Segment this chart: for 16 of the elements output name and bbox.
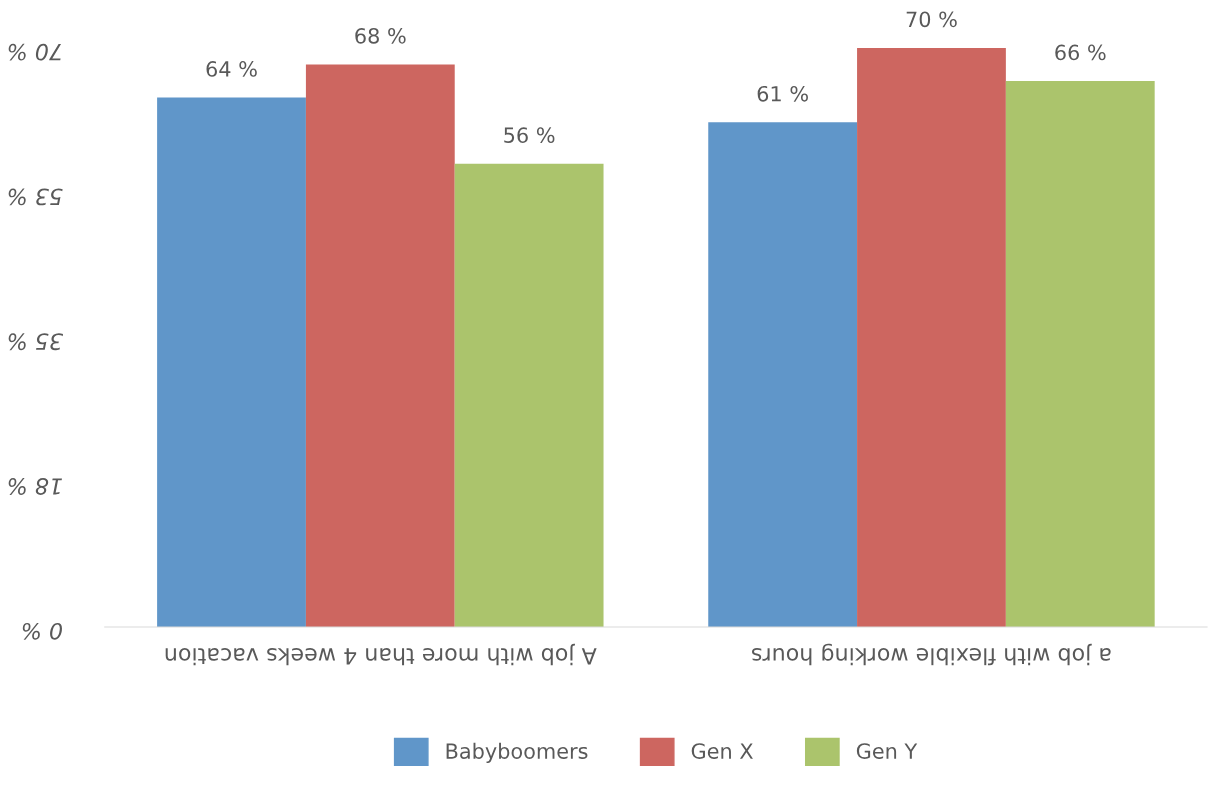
data-label: 56 % <box>504 127 555 144</box>
y-tick-label: 53 % <box>8 188 63 206</box>
legend-label: Babyboomers <box>446 742 588 763</box>
y-tick-label: 35 % <box>8 333 64 351</box>
data-label: 64 % <box>206 61 257 77</box>
data-label: 61 % <box>757 85 808 102</box>
y-tick-label: 0 % <box>22 622 62 640</box>
legend-label: Gen Y <box>856 743 918 759</box>
legend-label: Gen X <box>691 743 753 759</box>
data-label: 66 % <box>1055 44 1106 61</box>
x-tick-label: A job with more than 4 weeks vacation <box>165 643 597 666</box>
data-label: 70 % <box>906 11 957 28</box>
x-tick-label: a job with flexible working hours <box>751 643 1111 666</box>
y-tick-label: 18 % <box>8 478 62 495</box>
data-label: 68 % <box>355 27 406 44</box>
y-tick-label: 70 % <box>8 43 62 61</box>
